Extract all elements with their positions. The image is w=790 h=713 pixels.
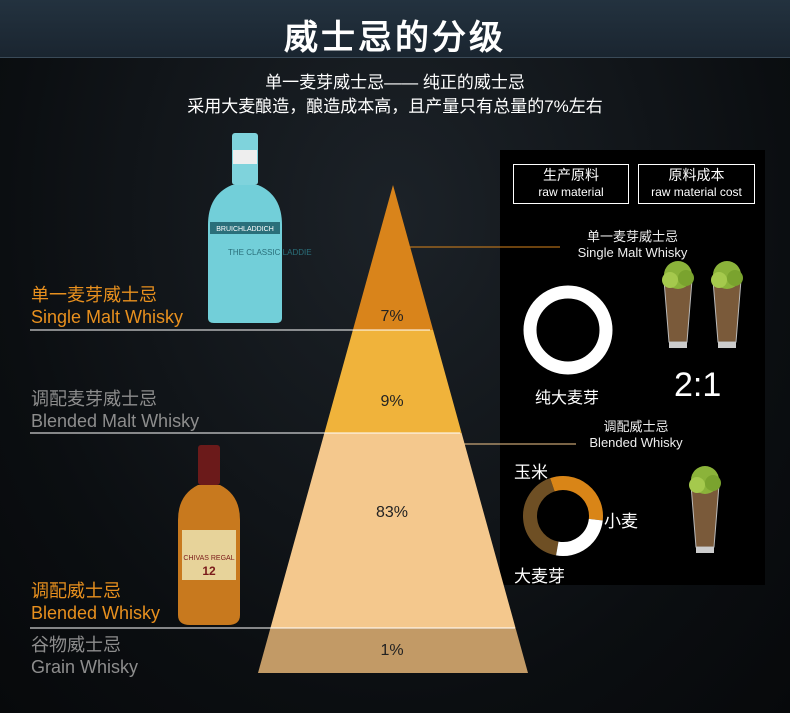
malt-glass-icon [689,466,721,553]
single-malt-ring [523,285,613,375]
ingredient-wheat: 小麦 [604,512,638,531]
donut-segment [550,476,603,521]
malt-glass-icon [711,261,743,348]
label-zh: 单一麦芽威士忌 [586,229,678,244]
label-zh: 调配麦芽威士忌 [31,389,157,409]
label-en: Blended Whisky [589,435,683,450]
pyramid-band [258,330,528,433]
label-blended-malt: 调配麦芽威士忌 Blended Malt Whisky [31,388,199,432]
label-grain: 谷物威士忌 Grain Whisky [31,634,138,678]
legend-en: raw material cost [651,185,742,199]
label-en: Blended Whisky [31,603,161,623]
page-title: 威士忌的分级 [284,19,506,57]
subtitle-line-2: 采用大麦酿造，酿造成本高，且产量只有总量的7%左右 [187,97,603,116]
right-label-blended: 调配威士忌 Blended Whisky [576,419,696,451]
legend-zh: 原料成本 [668,167,725,183]
percent-blended-malt: 9% [380,393,404,410]
label-en: Grain Whisky [31,657,139,677]
ingredient-pure-malt: 纯大麦芽 [535,390,600,407]
pyramid-band [258,433,528,628]
subtitle-line-1: 单一麦芽威士忌—— 纯正的威士忌 [265,73,525,92]
donut-segment [556,518,603,556]
label-zh: 调配威士忌 [31,581,121,601]
label-zh: 调配威士忌 [603,419,669,434]
legend-en: raw material [538,185,604,199]
label-zh: 谷物威士忌 [31,635,121,655]
legend-box-raw-material-cost: 原料成本 raw material cost [638,164,755,204]
bottle1-name: THE CLASSIC LADDIE [228,248,312,257]
label-zh: 单一麦芽威士忌 [31,285,157,305]
label-blended: 调配威士忌 Blended Whisky [31,580,160,624]
bruichladdich-bottle-image: BRUICHLADDICH THE CLASSIC LADDIE [208,133,312,323]
malt-glass-icon [662,261,694,348]
percent-single-malt: 7% [380,308,404,325]
bottle2-brand: CHIVAS REGAL [183,555,234,562]
header-bar [0,0,790,58]
right-label-single-malt: 单一麦芽威士忌 Single Malt Whisky [560,229,705,261]
percent-blended: 83% [375,504,409,521]
legend-box-raw-material: 生产原料 raw material [513,164,629,204]
ingredient-barley-malt: 大麦芽 [514,567,565,586]
percent-grain: 1% [380,642,404,659]
pyramid-band [258,628,528,673]
ingredient-corn: 玉米 [514,463,548,482]
chivas-regal-bottle-image: CHIVAS REGAL 12 [178,445,240,625]
blended-donut [523,476,603,556]
bottle2-age: 12 [202,564,216,578]
label-en: Single Malt Whisky [577,245,688,260]
legend-zh: 生产原料 [543,167,599,183]
label-en: Blended Malt Whisky [31,411,200,431]
cost-ratio: 2:1 [674,366,722,404]
donut-segment [523,478,559,556]
bottle1-brand: BRUICHLADDICH [216,226,274,233]
label-single-malt: 单一麦芽威士忌 Single Malt Whisky [31,284,183,328]
label-en: Single Malt Whisky [31,307,184,327]
